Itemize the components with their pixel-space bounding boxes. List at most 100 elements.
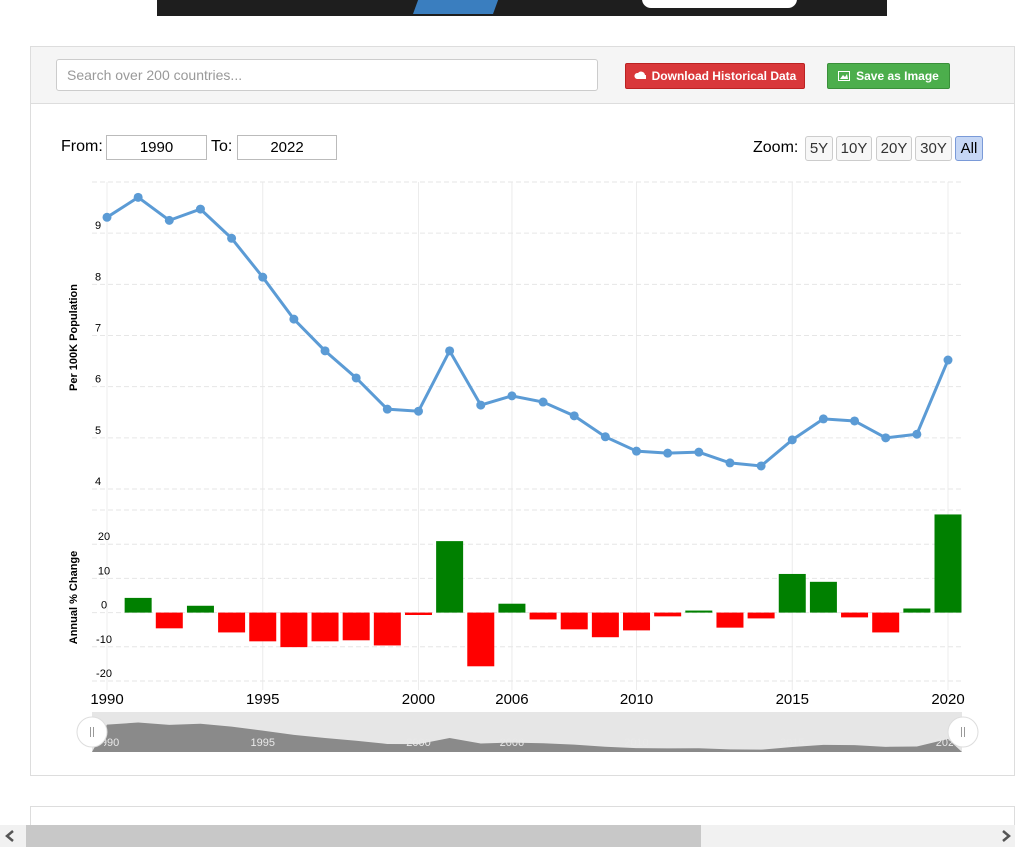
x-tick-label: 1990 bbox=[90, 691, 123, 708]
bar bbox=[872, 612, 900, 633]
navigator-label: 2006 bbox=[500, 737, 524, 749]
bar bbox=[404, 612, 432, 615]
y-tick-label: 20 bbox=[98, 531, 110, 543]
bar bbox=[778, 573, 806, 613]
from-label: From: bbox=[61, 138, 103, 155]
bar bbox=[654, 612, 682, 617]
bar bbox=[934, 514, 962, 613]
zoom-button[interactable]: 5Y bbox=[805, 136, 833, 161]
bar bbox=[903, 608, 931, 613]
bar bbox=[841, 612, 869, 618]
data-point bbox=[413, 406, 423, 416]
bar bbox=[747, 612, 775, 619]
navigator-labels: 1990 1995 2000 2006 2010 2015 2020 bbox=[104, 737, 960, 749]
bar bbox=[716, 612, 744, 628]
to-label: To: bbox=[211, 138, 233, 155]
zoom-button[interactable]: 30Y bbox=[915, 136, 952, 161]
ad-banner[interactable] bbox=[157, 0, 887, 16]
y-tick-label: 10 bbox=[98, 565, 110, 577]
x-tick-label: 2000 bbox=[402, 691, 435, 708]
bar bbox=[373, 612, 401, 646]
data-point bbox=[663, 448, 673, 458]
bar bbox=[591, 612, 619, 638]
zoom-button[interactable]: All bbox=[955, 136, 983, 161]
ad-button bbox=[642, 0, 797, 8]
data-point bbox=[382, 404, 392, 414]
navigator-handle[interactable] bbox=[947, 716, 979, 748]
bar bbox=[498, 603, 526, 613]
data-point bbox=[881, 433, 891, 443]
chart: 4 5 6 7 8 9 Per 100K Population -20 -10 0 10 20 Annu… bbox=[68, 181, 979, 752]
navigator-label: 2010 bbox=[624, 737, 648, 749]
data-point bbox=[227, 233, 237, 243]
download-label: Download Historical Data bbox=[651, 69, 797, 83]
data-point bbox=[912, 429, 922, 439]
navigator-label: 2020 bbox=[936, 737, 960, 749]
bar bbox=[685, 610, 713, 613]
data-point bbox=[600, 432, 610, 442]
bar bbox=[623, 612, 651, 631]
data-line bbox=[106, 195, 950, 468]
data-point bbox=[320, 346, 330, 356]
handle-grip bbox=[961, 727, 965, 737]
navigator-label: 1995 bbox=[250, 737, 274, 749]
y-tick-label: 7 bbox=[95, 323, 101, 335]
bar bbox=[218, 612, 246, 633]
bar bbox=[155, 612, 183, 629]
data-point bbox=[476, 400, 486, 410]
bar bbox=[467, 612, 495, 667]
y-tick-label: 4 bbox=[95, 476, 101, 488]
data-point bbox=[164, 215, 174, 225]
data-point bbox=[289, 314, 299, 324]
save-button[interactable]: Save as Image bbox=[827, 63, 950, 89]
bar bbox=[124, 597, 152, 613]
bar bbox=[311, 612, 339, 642]
scrollbar-thumb[interactable] bbox=[26, 825, 701, 847]
data-point bbox=[787, 435, 797, 445]
y-tick-label: 8 bbox=[95, 271, 101, 283]
scroll-right[interactable] bbox=[1000, 830, 1012, 842]
data-point bbox=[632, 446, 642, 456]
bar bbox=[809, 581, 837, 613]
navigator-label: 2000 bbox=[406, 737, 430, 749]
data-point bbox=[102, 212, 112, 222]
y-tick-label: 5 bbox=[95, 425, 101, 437]
y-axis-title: Per 100K Population bbox=[68, 284, 80, 391]
download-button[interactable]: Download Historical Data bbox=[625, 63, 805, 89]
from-input[interactable]: 1990 bbox=[106, 135, 207, 160]
navigator-handle[interactable] bbox=[76, 716, 108, 748]
data-point bbox=[195, 204, 205, 214]
y-axis-title: Annual % Change bbox=[68, 551, 80, 645]
y-tick-label: -20 bbox=[96, 668, 112, 680]
scrollbar[interactable] bbox=[0, 825, 1015, 847]
zoom-button[interactable]: 20Y bbox=[876, 136, 912, 161]
save-label: Save as Image bbox=[856, 69, 939, 83]
data-point bbox=[694, 447, 704, 457]
data-point bbox=[943, 355, 953, 365]
data-point bbox=[507, 391, 517, 401]
bar bbox=[529, 612, 557, 620]
cloud-icon bbox=[634, 71, 646, 79]
data-point bbox=[258, 272, 268, 282]
x-tick-label: 1995 bbox=[246, 691, 279, 708]
navigator-area bbox=[92, 722, 962, 752]
data-point bbox=[538, 397, 548, 407]
data-point bbox=[351, 373, 361, 383]
x-tick-label: 2006 bbox=[495, 691, 528, 708]
y-tick-label: 6 bbox=[95, 374, 101, 386]
data-point bbox=[569, 411, 579, 421]
y-tick-label: 9 bbox=[95, 220, 101, 232]
data-point bbox=[818, 414, 828, 424]
zoom-label: Zoom: bbox=[753, 139, 799, 156]
bar bbox=[560, 612, 588, 630]
scroll-left[interactable] bbox=[4, 830, 16, 842]
search-input[interactable]: Search over 200 countries... bbox=[56, 59, 598, 91]
x-tick-label: 2010 bbox=[620, 691, 653, 708]
bar bbox=[186, 605, 214, 613]
to-input[interactable]: 2022 bbox=[237, 135, 337, 160]
x-tick-label: 2020 bbox=[931, 691, 964, 708]
zoom-button[interactable]: 10Y bbox=[836, 136, 872, 161]
navigator-label: 2015 bbox=[780, 737, 804, 749]
bar bbox=[342, 612, 370, 641]
